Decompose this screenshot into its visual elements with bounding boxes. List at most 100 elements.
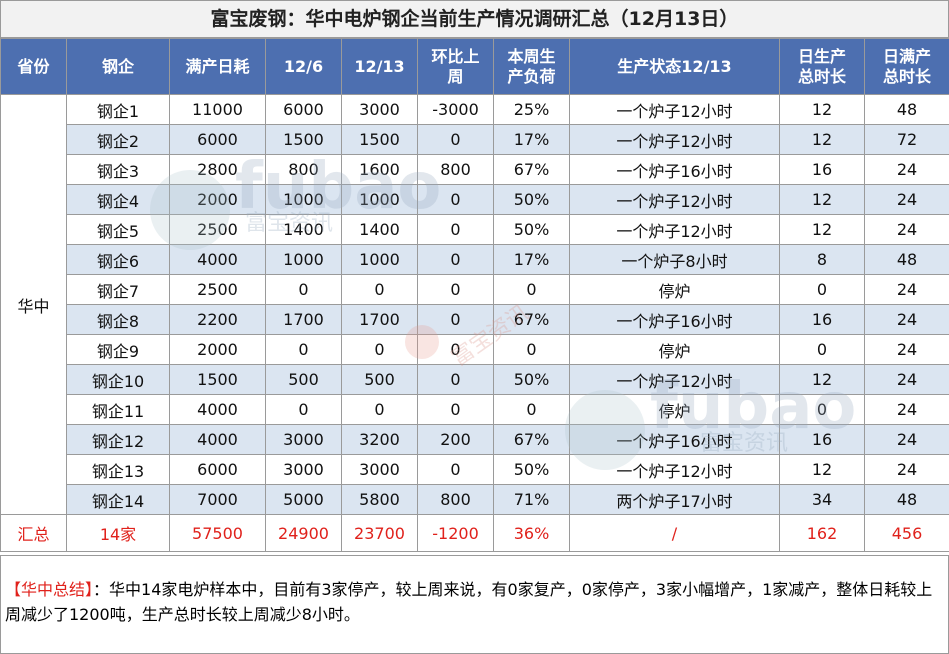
col-header: 12/6: [265, 38, 342, 95]
table-cell: 2200: [169, 304, 266, 335]
table-cell: 一个炉子12小时: [569, 184, 780, 215]
table-cell: 12: [779, 124, 865, 155]
table-cell: 71%: [493, 484, 570, 515]
table-cell: 17%: [493, 244, 570, 275]
table-cell: 1000: [265, 244, 342, 275]
summary-text: ：华中14家电炉样本中，目前有3家停产，较上周来说，有0家复产，0家停产，3家小…: [5, 580, 933, 624]
total-cell: 57500: [169, 514, 266, 552]
table-cell: 48: [864, 484, 949, 515]
table-cell: 11000: [169, 94, 266, 125]
table-cell: 3200: [341, 424, 418, 455]
table-cell: 67%: [493, 304, 570, 335]
table-cell: 800: [417, 484, 494, 515]
total-cell: 14家: [66, 514, 170, 552]
table-cell: 0: [265, 274, 342, 305]
table-row: 钢企9 2000 0 0 0 0 停炉 0 24: [1, 334, 949, 365]
table-cell: 1500: [169, 364, 266, 395]
table-cell: 1000: [341, 244, 418, 275]
table-cell: 一个炉子12小时: [569, 214, 780, 245]
table-cell: 16: [779, 424, 865, 455]
table-cell: 24: [864, 304, 949, 335]
table-cell: 16: [779, 154, 865, 185]
table-cell: 钢企10: [66, 364, 170, 395]
table-cell: 200: [417, 424, 494, 455]
table-cell: 0: [417, 394, 494, 425]
table-cell: 一个炉子16小时: [569, 304, 780, 335]
table-cell: 12: [779, 214, 865, 245]
col-header: 生产状态12/13: [569, 38, 780, 95]
table-cell: 1400: [341, 214, 418, 245]
table-cell: 4000: [169, 244, 266, 275]
table-row: 钢企14 7000 5000 5800 800 71% 两个炉子17小时 34 48: [1, 484, 949, 515]
table-cell: 停炉: [569, 274, 780, 305]
total-cell: -1200: [417, 514, 494, 552]
table-cell: 2500: [169, 274, 266, 305]
table-cell: 一个炉子16小时: [569, 154, 780, 185]
table-cell: 8: [779, 244, 865, 275]
table-cell: 0: [417, 214, 494, 245]
table-cell: 1500: [341, 124, 418, 155]
table-row: 钢企4 2000 1000 1000 0 50% 一个炉子12小时 12 24: [1, 184, 949, 215]
province-cell: 华中: [0, 94, 67, 515]
table-cell: 0: [265, 394, 342, 425]
table-cell: 3000: [265, 424, 342, 455]
table-cell: 48: [864, 244, 949, 275]
production-table: 省份 钢企 满产日耗 12/6 12/13 环比上周 本周生产负荷 生产状态12…: [0, 38, 949, 552]
table-cell: 800: [417, 154, 494, 185]
table-cell: 0: [341, 394, 418, 425]
table-cell: 钢企11: [66, 394, 170, 425]
table-cell: 0: [493, 334, 570, 365]
table-cell: 0: [417, 184, 494, 215]
table-cell: 50%: [493, 364, 570, 395]
table-cell: 67%: [493, 424, 570, 455]
table-row: 钢企6 4000 1000 1000 0 17% 一个炉子8小时 8 48: [1, 244, 949, 275]
table-cell: 一个炉子12小时: [569, 124, 780, 155]
total-row: 汇总 14家 57500 24900 23700 -1200 36%/162 456: [0, 514, 949, 552]
table-cell: 67%: [493, 154, 570, 185]
table-cell: 一个炉子16小时: [569, 424, 780, 455]
col-header: 环比上周: [417, 38, 494, 95]
table-cell: 0: [779, 334, 865, 365]
table-cell: 0: [417, 334, 494, 365]
table-cell: 0: [417, 304, 494, 335]
table-cell: 34: [779, 484, 865, 515]
table-cell: 24: [864, 274, 949, 305]
table-row: 钢企12 4000 3000 3200 200 67% 一个炉子16小时 16 24: [1, 424, 949, 455]
table-cell: 24: [864, 154, 949, 185]
table-row: 钢企8 2200 1700 1700 0 67% 一个炉子16小时 16 24: [1, 304, 949, 335]
table-cell: 24: [864, 214, 949, 245]
table-cell: 3000: [341, 94, 418, 125]
table-cell: 1700: [265, 304, 342, 335]
table-cell: 800: [265, 154, 342, 185]
table-cell: 2500: [169, 214, 266, 245]
table-row: 钢企3 2800 800 1600 800 67% 一个炉子16小时 16 24: [1, 154, 949, 185]
table-cell: 钢企8: [66, 304, 170, 335]
table-cell: 0: [417, 244, 494, 275]
table-cell: 2000: [169, 184, 266, 215]
table-cell: 48: [864, 94, 949, 125]
col-header: 12/13: [341, 38, 418, 95]
table-cell: 钢企12: [66, 424, 170, 455]
col-header: 满产日耗: [169, 38, 266, 95]
table-cell: 2800: [169, 154, 266, 185]
table-cell: 24: [864, 394, 949, 425]
table-cell: 6000: [169, 124, 266, 155]
table-cell: 一个炉子8小时: [569, 244, 780, 275]
table-cell: 4000: [169, 424, 266, 455]
table-cell: 钢企14: [66, 484, 170, 515]
table-cell: 1400: [265, 214, 342, 245]
table-cell: 钢企6: [66, 244, 170, 275]
summary-label: 【华中总结】: [5, 580, 94, 599]
col-header: 省份: [0, 38, 67, 95]
table-cell: 3000: [341, 454, 418, 485]
table-cell: 0: [493, 274, 570, 305]
table-cell: 停炉: [569, 334, 780, 365]
col-header: 钢企: [66, 38, 170, 95]
total-cell: 162: [779, 514, 865, 552]
table-cell: 3000: [265, 454, 342, 485]
total-cell: /: [569, 514, 780, 552]
table-cell: 50%: [493, 184, 570, 215]
table-cell: 500: [265, 364, 342, 395]
table-cell: 0: [779, 274, 865, 305]
table-cell: 钢企13: [66, 454, 170, 485]
